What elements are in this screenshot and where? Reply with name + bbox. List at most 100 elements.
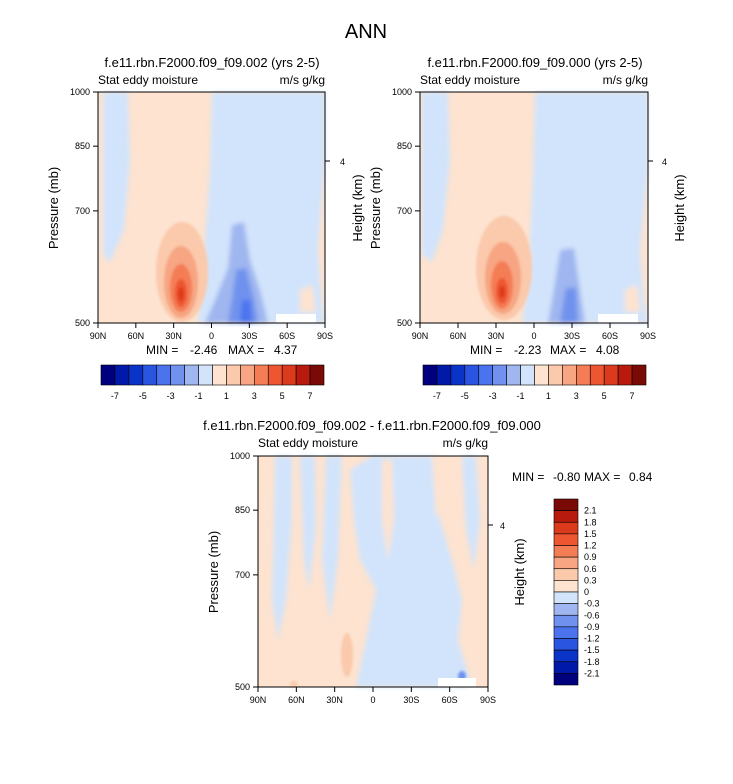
colorbar-box [254,364,269,386]
panel-1-colorbar: -7 -5 -3 -1 1 3 5 7 [100,364,325,401]
panel-2-plot-area [419,91,649,324]
panel-1-y2-axis: 4 [325,157,345,167]
x-tick-label: 90N [90,331,107,341]
panel-3-y2-axis: 4 [488,521,505,531]
colorbar-box [128,364,144,386]
panel-1-x-axis: 90N 60N 30N 0 30S 60S 90S [90,323,333,341]
colorbar-box [553,533,579,546]
panel-2-max-value: 4.08 [596,343,620,357]
panel-3-region-neg-c [322,456,342,620]
panel-2-region-pos-south [625,285,640,312]
panel-3-region-neg-b [300,456,316,590]
panel-2-title: f.e11.rbn.F2000.f09_f09.000 (yrs 2-5) [427,55,642,70]
panel-1-right-label: m/s g/kg [280,73,325,87]
y-tick-label: 500 [235,682,250,692]
colorbar-box [506,364,521,386]
colorbar-box [553,580,579,593]
panel-2-colorbar: -7 -5 -3 -1 1 3 5 7 [422,364,647,401]
colorbar-label: -7 [111,391,119,401]
panel-2-min-label: MIN = [470,343,502,357]
y-tick-label: 1000 [230,451,250,461]
colorbar-box [464,364,480,386]
main-title: ANN [345,21,387,43]
panel-1-max-label: MAX = [228,343,264,357]
colorbar-label: -3 [489,391,497,401]
colorbar-box [553,568,579,581]
x-tick-label: 90S [640,331,656,341]
colorbar-box [589,364,605,386]
panel-3-title: f.e11.rbn.F2000.f09_f09.002 - f.e11.rbn.… [203,418,541,433]
panel-3-region-pos-3 [290,681,298,687]
colorbar-label: -1.8 [584,657,600,667]
panel-3-min-label: MIN = [512,470,544,484]
colorbar-label: 3 [252,391,257,401]
x-tick-label: 60S [442,695,458,705]
panel-2-y2-tick-label: 4 [662,157,667,167]
colorbar-box [226,364,241,386]
colorbar-label: 1.5 [584,529,597,539]
colorbar-label: 1.2 [584,541,597,551]
colorbar-box [309,364,325,386]
panel-1-max-value: 4.37 [274,343,298,357]
x-tick-label: 60N [128,331,145,341]
y-tick-label: 500 [397,318,412,328]
panel-3-y2-label: Height (km) [512,538,527,605]
panel-3-max-label: MAX = [584,470,620,484]
panel-2-region-neg-south [522,92,648,323]
colorbar-label: 2.1 [584,506,597,516]
y-tick-label: 700 [397,206,412,216]
panel-1-min-label: MIN = [146,343,178,357]
colorbar-label: 0.6 [584,564,597,574]
colorbar-label: -7 [433,391,441,401]
colorbar-label: 1 [224,391,229,401]
colorbar-label: 0.3 [584,575,597,585]
panel-3-region-pos-strip-2 [432,456,442,520]
colorbar-label: -0.9 [584,622,600,632]
colorbar-box [553,649,579,663]
colorbar-label: 0.9 [584,552,597,562]
colorbar-label: -5 [461,391,469,401]
panel-3-plot-area [257,455,489,688]
colorbar-box [156,364,171,386]
colorbar-label: 1 [546,391,551,401]
x-tick-label: 90N [250,695,267,705]
x-tick-label: 30N [165,331,182,341]
colorbar-box [553,638,579,651]
colorbar-box [553,626,579,639]
x-tick-label: 30S [241,331,257,341]
panel-3-missing-region [438,678,476,687]
panel-1-y2-label: Height (km) [350,174,365,241]
colorbar-box [553,661,579,674]
colorbar-box [198,364,213,386]
panel-3: f.e11.rbn.F2000.f09_f09.002 - f.e11.rbn.… [203,418,653,705]
colorbar-label: -5 [139,391,147,401]
panel-3-region-neg-a [272,456,292,640]
colorbar-box [553,545,579,558]
panel-1-left-label: Stat eddy moisture [98,73,198,87]
colorbar-box [184,364,199,386]
y-tick-label: 700 [75,206,90,216]
colorbar-label: -3 [167,391,175,401]
y-tick-label: 1000 [70,87,90,97]
colorbar-box [576,364,591,386]
panel-2-right-label: m/s g/kg [603,73,648,87]
panel-2-region-neg-3 [560,288,578,323]
panel-3-max-value: 0.84 [629,470,653,484]
x-tick-label: 30N [488,331,505,341]
x-tick-label: 90S [317,331,333,341]
colorbar-box [553,603,579,616]
colorbar-box [603,364,619,386]
panel-3-y2-tick-label: 4 [500,521,505,531]
colorbar-box [553,673,579,686]
colorbar-box [553,510,579,523]
colorbar-label: -2.1 [584,668,600,678]
colorbar-label: -1 [195,391,203,401]
x-tick-label: 0 [370,695,375,705]
colorbar-box [100,364,116,386]
colorbar-label: -1.2 [584,634,600,644]
colorbar-box [492,364,507,386]
panel-1-region-pos-6 [178,287,184,301]
colorbar-box [295,364,311,386]
colorbar-label: -1.5 [584,645,600,655]
